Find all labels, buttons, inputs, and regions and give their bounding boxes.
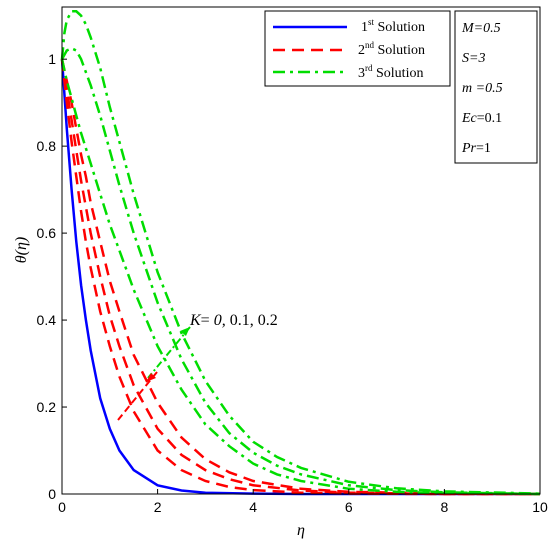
x-tick-label-3: 6 [345,499,353,515]
param-m-lower-name: m [462,81,472,96]
legend-label-2-base: 2 [358,43,365,58]
x-tick-label-4: 8 [441,499,449,515]
param-m-upper: M=0.5 [461,21,501,36]
annotation-text: K= 0, 0.1, 0.2 [189,312,278,329]
param-m-upper-value: =0.5 [474,21,501,36]
x-axis-title: η [297,522,305,539]
annotation-arrowhead-green [180,327,190,336]
param-ec: Ec=0.1 [461,111,502,126]
annotation-k: K [189,312,202,329]
y-tick-label-1: 0.2 [37,399,57,415]
annotation-arrow-green [147,326,191,379]
param-s-name: S [462,51,469,66]
legend-label-2: 2nd Solution [358,40,425,58]
x-tick-label-2: 4 [249,499,257,515]
legend-label-2-text: Solution [374,43,425,58]
param-s-value: =3 [469,51,485,66]
k-annotation: K= 0, 0.1, 0.2 [117,312,278,421]
param-ec-value: =0.1 [477,111,502,126]
annotation-rest: 0.1, 0.2 [226,312,278,329]
y-tick-label-3: 0.6 [37,225,57,241]
param-ec-name: Ec [461,111,478,126]
x-tick-label-5: 10 [532,499,548,515]
series-line-7 [60,10,541,495]
legend-label-1: 1st Solution [361,17,425,35]
y-axis-title: θ(η) [13,237,30,263]
param-s: S=3 [462,51,485,66]
legend-label-3-base: 3 [358,66,365,81]
series-line-2 [60,59,540,496]
param-m-lower: m =0.5 [462,81,503,96]
legend: 1st Solution 2nd Solution 3rd Solution [264,10,451,87]
legend-box [264,10,451,87]
param-pr-name: Pr [461,141,477,156]
param-pr-value: =1 [476,141,491,156]
series-line-5 [60,58,541,496]
legend-label-2-sup: nd [365,40,375,50]
plot-frame [61,6,541,495]
legend-label-1-text: Solution [374,20,425,35]
annotation-arrowhead-red [146,373,156,382]
ticks-layer: 0 2 4 6 8 10 0 0.2 0.4 0.6 0.8 1 [37,51,548,515]
param-m-lower-value: =0.5 [472,81,502,96]
legend-label-3-text: Solution [373,66,424,81]
parameter-box-frame [454,10,538,164]
annotation-zero: 0, [214,312,226,329]
legend-label-1-base: 1 [361,20,368,35]
y-tick-label-2: 0.4 [37,312,57,328]
legend-label-3: 3rd Solution [358,63,423,81]
x-tick-label-1: 2 [154,499,162,515]
x-tick-label-0: 0 [58,499,66,515]
series-line-3 [60,59,540,496]
param-pr: Pr=1 [461,141,491,156]
annotation-eq: = [201,312,214,329]
legend-label-1-sup: st [368,17,375,27]
y-tick-label-5: 1 [48,51,56,67]
y-tick-label-0: 0 [48,486,56,502]
param-m-upper-name: M [461,21,475,36]
parameter-box: M=0.5 S=3 m =0.5 Ec=0.1 Pr=1 [454,10,538,164]
series-line-6 [60,46,541,496]
y-tick-label-4: 0.8 [37,138,57,154]
legend-label-3-sup: rd [365,63,373,73]
